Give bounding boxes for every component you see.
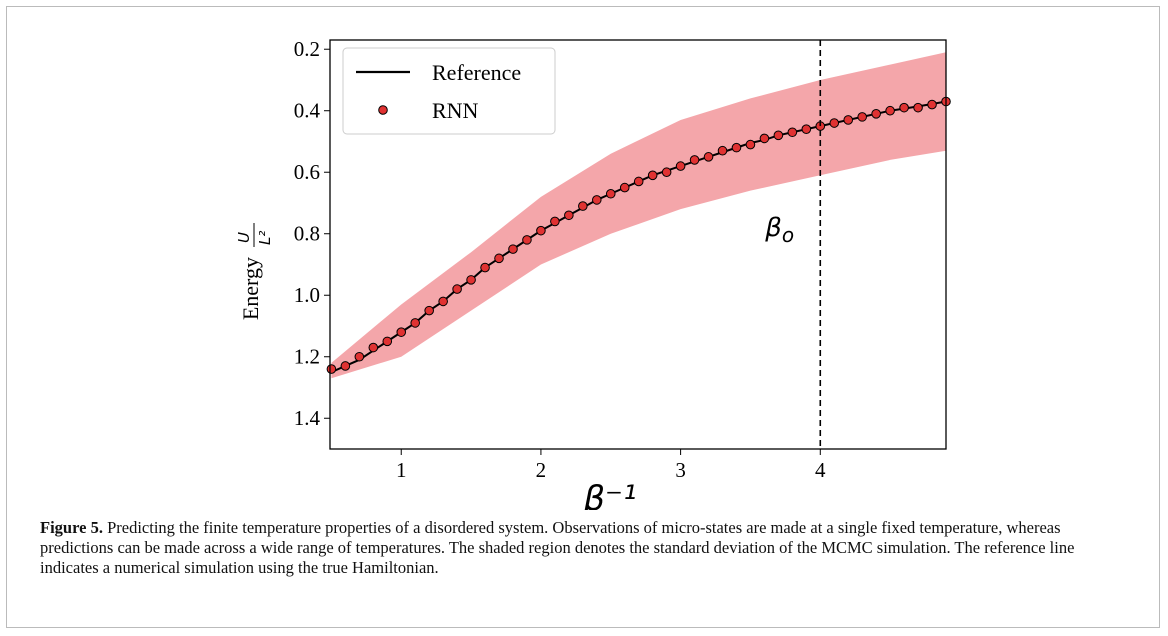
rnn-point bbox=[885, 105, 895, 116]
rnn-point bbox=[382, 336, 393, 347]
x-tick-label: 2 bbox=[536, 458, 547, 482]
rnn-point bbox=[564, 210, 574, 221]
y-tick-label: 1.2 bbox=[294, 345, 320, 369]
legend-label: Reference bbox=[432, 60, 521, 85]
rnn-point bbox=[340, 361, 351, 371]
rnn-point bbox=[466, 275, 476, 285]
vline-subscript: o bbox=[782, 223, 794, 247]
rnn-point bbox=[773, 130, 784, 141]
rnn-point bbox=[522, 235, 532, 245]
y-label-numerator: U bbox=[235, 232, 253, 243]
y-label-denominator: L² bbox=[256, 231, 274, 245]
rnn-point bbox=[633, 176, 644, 187]
rnn-point bbox=[857, 112, 867, 122]
rnn-point bbox=[508, 244, 518, 254]
rnn-point bbox=[801, 124, 812, 134]
caption-text: Predicting the finite temperature proper… bbox=[40, 518, 1075, 577]
figure-label: Figure 5. bbox=[40, 518, 103, 537]
plot-frame bbox=[329, 39, 947, 450]
rnn-point bbox=[480, 262, 490, 273]
x-tick-label: 3 bbox=[675, 458, 686, 482]
y-tick-label: 0.4 bbox=[294, 99, 321, 123]
rnn-point bbox=[759, 133, 770, 144]
rnn-point bbox=[591, 195, 602, 205]
rnn-point bbox=[787, 127, 798, 138]
rnn-point bbox=[675, 161, 686, 171]
figure-frame bbox=[6, 6, 1160, 628]
rnn-point bbox=[703, 152, 714, 162]
y-tick-label: 1.4 bbox=[294, 406, 321, 430]
y-axis-label: Energy U L² bbox=[235, 223, 274, 320]
y-tick-label: 0.6 bbox=[294, 160, 320, 184]
caption: Figure 5. Predicting the finite temperat… bbox=[40, 518, 1130, 578]
legend-label: RNN bbox=[432, 98, 479, 123]
y-tick-label: 0.2 bbox=[294, 37, 320, 61]
rnn-point bbox=[731, 142, 742, 153]
x-tick-label: 4 bbox=[815, 458, 826, 482]
rnn-point bbox=[354, 351, 365, 362]
legend-swatch bbox=[378, 105, 388, 115]
rnn-point bbox=[410, 318, 421, 328]
rnn-point bbox=[368, 342, 379, 353]
rnn-point bbox=[871, 109, 881, 119]
rnn-point bbox=[605, 188, 616, 199]
rnn-point bbox=[843, 115, 854, 125]
legend-box bbox=[342, 47, 556, 135]
y-tick-label: 1.0 bbox=[294, 283, 320, 307]
vline-label: βo bbox=[764, 213, 794, 247]
rnn-point bbox=[536, 225, 546, 236]
y-tick-label: 0.8 bbox=[294, 222, 320, 246]
rnn-point bbox=[438, 296, 448, 307]
rnn-point bbox=[927, 99, 937, 110]
rnn-point bbox=[717, 145, 728, 156]
rnn-point bbox=[326, 364, 337, 374]
rnn-point bbox=[689, 155, 700, 165]
rnn-point bbox=[899, 102, 909, 113]
y-label-text: Energy bbox=[238, 257, 263, 320]
rnn-point bbox=[829, 118, 840, 128]
rnn-point bbox=[424, 305, 434, 316]
x-tick-label: 1 bbox=[396, 458, 407, 482]
vline-symbol: β bbox=[764, 213, 782, 243]
rnn-point bbox=[396, 327, 407, 337]
rnn-point bbox=[661, 167, 672, 178]
rnn-point bbox=[494, 253, 504, 264]
rnn-point bbox=[619, 182, 630, 193]
chart: βo 1 2 3 4 0.2 0.4 0.6 0.8 1.0 1.2 1.4 β⁻¹ Energy U L² R… bbox=[235, 37, 951, 510]
x-axis-label: β⁻¹ bbox=[582, 479, 636, 510]
rnn-point bbox=[550, 216, 560, 227]
rnn-point bbox=[647, 170, 658, 181]
rnn-point bbox=[578, 201, 588, 211]
rnn-point bbox=[745, 139, 756, 150]
rnn-point bbox=[452, 284, 462, 294]
rnn-point bbox=[913, 102, 923, 113]
